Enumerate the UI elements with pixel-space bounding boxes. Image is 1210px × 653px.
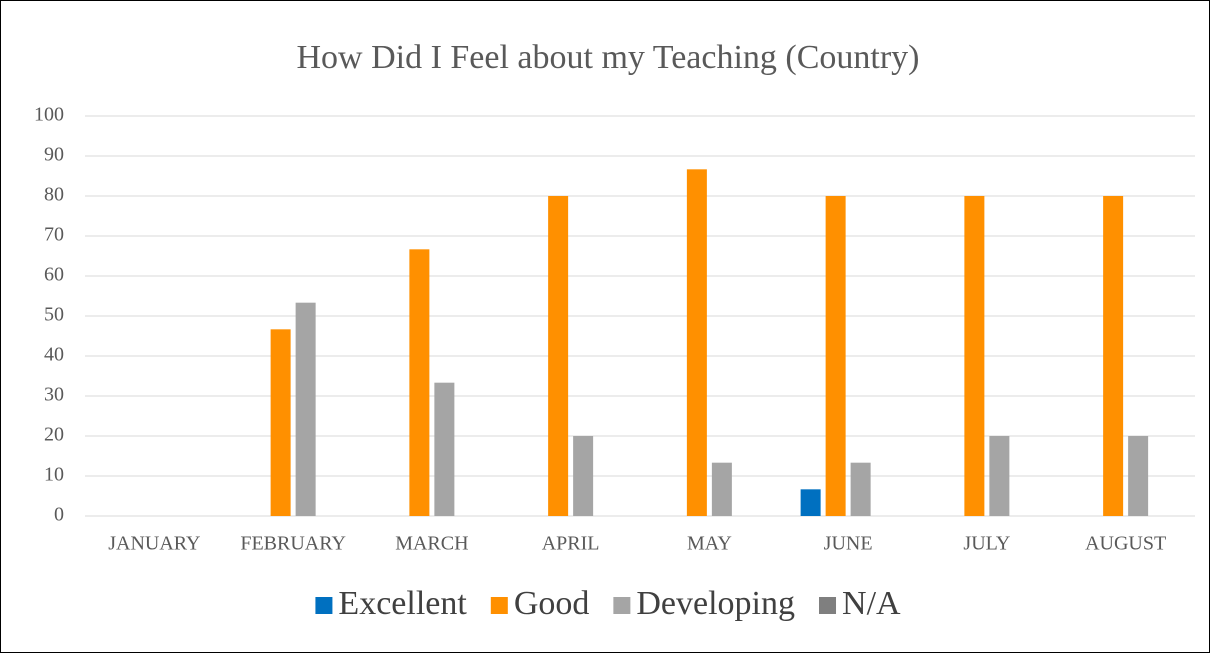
bar (686, 169, 707, 516)
x-tick-label: AUGUST (1085, 533, 1166, 555)
legend-label: N/A (842, 585, 901, 622)
y-tick-label: 100 (34, 104, 64, 126)
x-tick-label: JANUARY (108, 533, 200, 555)
legend-label: Excellent (338, 585, 467, 622)
chart-title: How Did I Feel about my Teaching (Countr… (296, 39, 919, 76)
bar (409, 249, 430, 516)
bar (434, 382, 455, 516)
y-tick-label: 60 (44, 264, 64, 286)
legend-swatch (613, 597, 631, 614)
legend-swatch (819, 597, 837, 614)
legend-label: Good (514, 585, 590, 622)
x-tick-label: MAY (687, 533, 732, 555)
y-tick-label: 20 (44, 424, 64, 446)
legend-label: Developing (636, 585, 795, 622)
x-tick-label: JUNE (824, 533, 873, 555)
bar (989, 436, 1010, 516)
y-tick-label: 40 (44, 344, 64, 366)
x-tick-label: FEBRUARY (240, 533, 346, 555)
x-tick-label: MARCH (395, 533, 468, 555)
legend-swatch (315, 597, 333, 614)
y-tick-label: 70 (44, 224, 64, 246)
y-tick-label: 0 (54, 504, 64, 526)
bar (800, 489, 821, 516)
x-tick-label: JULY (963, 533, 1010, 555)
bar (1103, 196, 1124, 516)
y-tick-label: 10 (44, 464, 64, 486)
bar (1128, 436, 1149, 516)
bar (270, 329, 291, 516)
bar (295, 302, 316, 516)
y-tick-label: 80 (44, 184, 64, 206)
y-tick-label: 90 (44, 144, 64, 166)
bar (548, 196, 569, 516)
bar (825, 196, 846, 516)
bar (964, 196, 985, 516)
x-tick-label: APRIL (542, 533, 600, 555)
y-tick-label: 50 (44, 304, 64, 326)
bar (850, 462, 871, 516)
y-tick-label: 30 (44, 384, 64, 406)
legend-swatch (490, 597, 508, 614)
bar (711, 462, 732, 516)
bar (573, 436, 594, 516)
